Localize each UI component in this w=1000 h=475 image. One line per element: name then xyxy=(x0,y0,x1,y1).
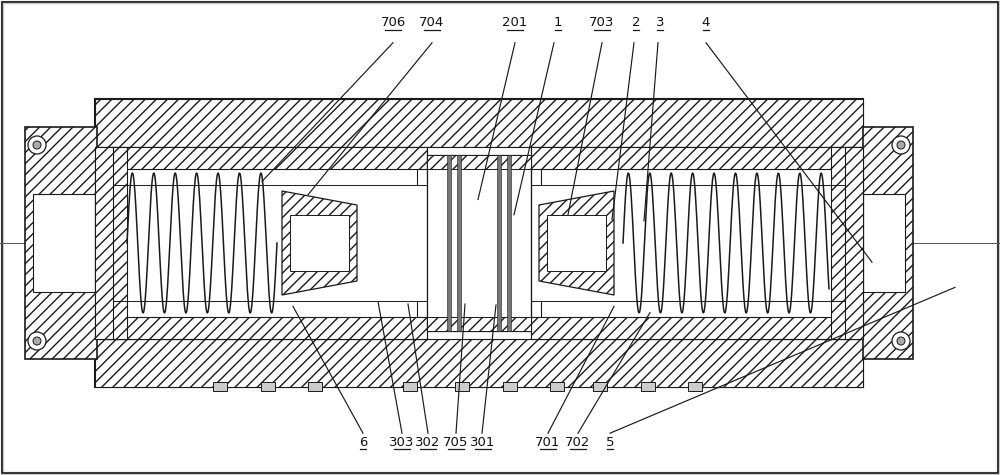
Bar xyxy=(831,147,851,339)
Text: 2: 2 xyxy=(632,17,640,29)
Bar xyxy=(25,127,97,359)
Bar xyxy=(213,382,227,391)
Bar xyxy=(403,382,417,391)
Bar xyxy=(688,382,702,391)
Circle shape xyxy=(28,332,46,350)
Bar xyxy=(290,215,349,271)
Text: 303: 303 xyxy=(389,436,415,449)
Bar xyxy=(427,155,531,169)
Circle shape xyxy=(28,136,46,154)
Bar xyxy=(95,147,863,339)
Bar xyxy=(531,147,851,169)
Bar xyxy=(95,147,113,339)
Bar xyxy=(503,382,517,391)
Circle shape xyxy=(897,141,905,149)
Text: 706: 706 xyxy=(380,17,406,29)
Polygon shape xyxy=(282,191,357,295)
Text: 705: 705 xyxy=(443,436,469,449)
Text: 5: 5 xyxy=(606,436,614,449)
Text: 6: 6 xyxy=(359,436,367,449)
Circle shape xyxy=(33,141,41,149)
Bar xyxy=(550,382,564,391)
Bar xyxy=(308,382,322,391)
Bar xyxy=(497,155,501,331)
Text: 301: 301 xyxy=(470,436,496,449)
Bar xyxy=(107,147,427,169)
Circle shape xyxy=(897,337,905,345)
Text: 4: 4 xyxy=(702,17,710,29)
Bar xyxy=(531,317,851,339)
Bar xyxy=(427,317,531,331)
Text: 201: 201 xyxy=(502,17,528,29)
Bar xyxy=(33,194,95,292)
Bar xyxy=(107,317,427,339)
Circle shape xyxy=(33,337,41,345)
Bar xyxy=(507,155,511,331)
Bar xyxy=(641,382,655,391)
Text: 704: 704 xyxy=(419,17,445,29)
Bar xyxy=(845,147,863,339)
Text: 3: 3 xyxy=(656,17,664,29)
Bar xyxy=(261,382,275,391)
Bar xyxy=(107,147,127,339)
Circle shape xyxy=(892,332,910,350)
Bar xyxy=(95,99,863,387)
Bar xyxy=(95,339,863,387)
Bar xyxy=(863,194,905,292)
Text: 703: 703 xyxy=(589,17,615,29)
Bar xyxy=(455,382,469,391)
Bar xyxy=(427,155,531,331)
Bar xyxy=(95,99,863,147)
Bar xyxy=(863,127,913,359)
Polygon shape xyxy=(539,191,614,295)
Bar xyxy=(457,155,461,331)
Bar xyxy=(447,155,451,331)
Text: 302: 302 xyxy=(415,436,441,449)
Text: 1: 1 xyxy=(554,17,562,29)
Text: 702: 702 xyxy=(565,436,591,449)
Text: 701: 701 xyxy=(535,436,561,449)
Circle shape xyxy=(892,136,910,154)
Bar xyxy=(547,215,606,271)
Bar xyxy=(593,382,607,391)
